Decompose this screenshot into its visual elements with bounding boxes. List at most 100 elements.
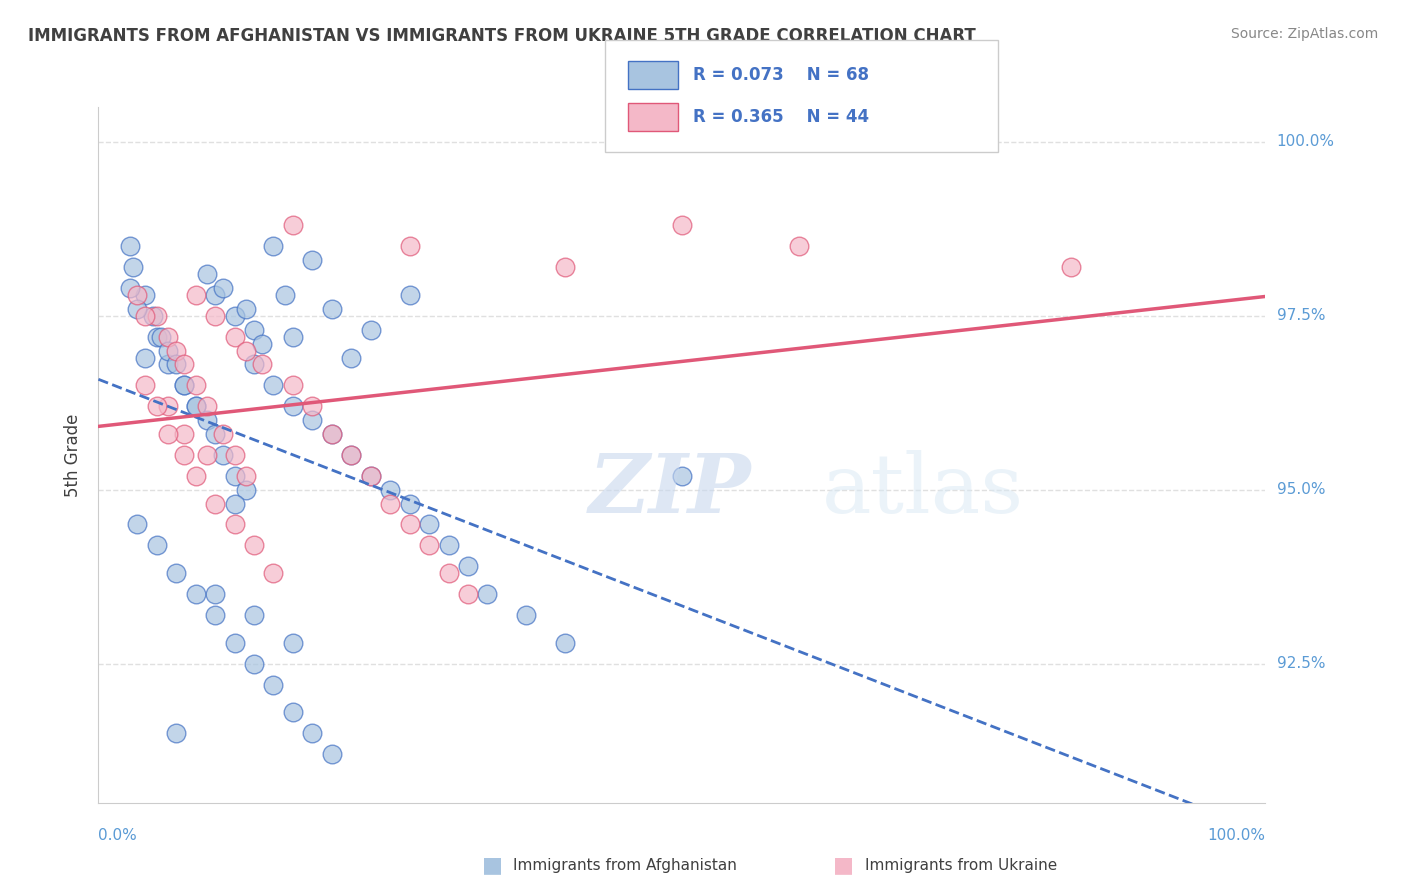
Point [157,399,180,413]
Point [250,336,273,351]
Point [321,427,343,442]
Point [122,260,145,274]
Point [212,448,235,462]
Point [224,448,246,462]
Point [360,323,382,337]
Point [165,566,187,581]
Point [554,636,576,650]
Text: 100.0%: 100.0% [1277,135,1334,149]
Point [195,399,218,413]
Point [184,587,207,601]
Point [243,657,266,671]
Point [184,399,207,413]
Text: ZIP: ZIP [589,450,751,530]
Point [243,538,266,552]
Point [157,358,180,372]
Point [457,559,479,574]
Point [398,517,420,532]
Point [281,399,304,413]
Point [321,427,343,442]
Y-axis label: 5th Grade: 5th Grade [65,413,83,497]
Point [184,468,207,483]
Point [321,747,343,761]
Point [235,343,257,358]
Point [149,329,172,343]
Point [165,358,187,372]
Point [554,260,576,274]
Point [418,538,440,552]
Point [515,607,537,622]
Point [184,288,207,302]
Point [224,517,246,532]
Point [165,343,187,358]
Point [1060,260,1083,274]
Point [146,329,169,343]
Text: 97.5%: 97.5% [1277,309,1324,323]
Point [195,413,218,427]
Point [204,288,226,302]
Point [243,607,266,622]
Text: R = 0.073    N = 68: R = 0.073 N = 68 [693,66,869,84]
Point [127,288,149,302]
Text: ■: ■ [834,855,853,875]
Point [321,301,343,316]
Point [127,301,149,316]
Point [127,517,149,532]
Text: 92.5%: 92.5% [1277,657,1324,671]
Point [378,483,402,497]
Point [235,468,257,483]
Point [184,399,207,413]
Point [671,219,693,233]
Point [146,399,169,413]
Point [281,219,304,233]
Point [224,468,246,483]
Point [281,636,304,650]
Point [146,309,169,323]
Point [224,329,246,343]
Point [157,427,180,442]
Point [262,378,284,392]
Point [118,281,141,295]
Point [281,378,304,392]
Point [134,309,156,323]
Point [173,448,195,462]
Text: ■: ■ [482,855,502,875]
Point [340,448,363,462]
Point [134,378,156,392]
Point [212,427,235,442]
Point [212,281,235,295]
Point [157,329,180,343]
Point [378,497,402,511]
Point [146,538,169,552]
Point [195,267,218,281]
Point [224,497,246,511]
Point [173,378,195,392]
Point [360,468,382,483]
Point [340,351,363,365]
Point [262,566,284,581]
Text: Immigrants from Ukraine: Immigrants from Ukraine [865,858,1057,872]
Text: 100.0%: 100.0% [1208,828,1265,843]
Point [301,413,323,427]
Point [301,726,323,740]
Point [398,497,420,511]
Point [204,587,226,601]
Point [360,468,382,483]
Point [173,378,195,392]
Point [118,239,141,253]
Point [204,497,226,511]
Point [671,468,693,483]
Point [243,358,266,372]
Point [224,636,246,650]
Point [281,329,304,343]
Point [142,309,165,323]
Point [173,358,195,372]
Point [243,323,266,337]
Point [165,726,187,740]
Point [340,448,363,462]
Point [457,587,479,601]
Point [184,378,207,392]
Point [204,607,226,622]
Point [195,448,218,462]
Point [262,239,284,253]
